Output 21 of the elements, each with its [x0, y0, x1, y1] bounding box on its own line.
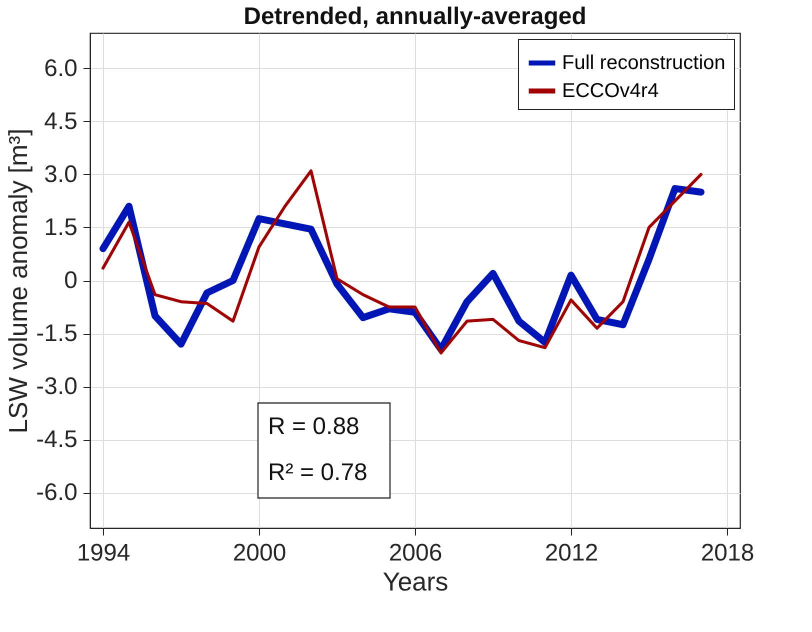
legend-label: Full reconstruction: [562, 52, 726, 74]
x-tick-label: 1994: [76, 540, 130, 566]
x-axis-title: Years: [382, 566, 448, 596]
y-tick-label: 0: [64, 267, 78, 294]
x-tick-label: 2018: [700, 540, 754, 566]
y-tick-label: 3.0: [44, 160, 78, 188]
y-tick-label: 1.5: [44, 214, 78, 241]
y-tick-label: -1.5: [36, 320, 78, 348]
chart-title: Detrended, annually-averaged: [244, 3, 586, 30]
y-tick-label: -6.0: [36, 479, 78, 506]
x-tick-label: 2012: [544, 540, 598, 566]
x-tick-label: 2006: [388, 540, 442, 566]
x-tick-label: 2000: [232, 540, 286, 566]
y-tick-label: 4.5: [44, 108, 78, 135]
annotation: R² = 0.78: [268, 459, 368, 486]
y-axis-title: LSW volume anomaly [m³]: [3, 128, 34, 434]
y-tick-label: -4.5: [36, 426, 78, 454]
annotation: R = 0.88: [268, 413, 360, 440]
legend-label: ECCOv4r4: [562, 80, 659, 102]
y-tick-label: 6.0: [44, 54, 78, 82]
y-tick-label: -3.0: [36, 373, 78, 400]
